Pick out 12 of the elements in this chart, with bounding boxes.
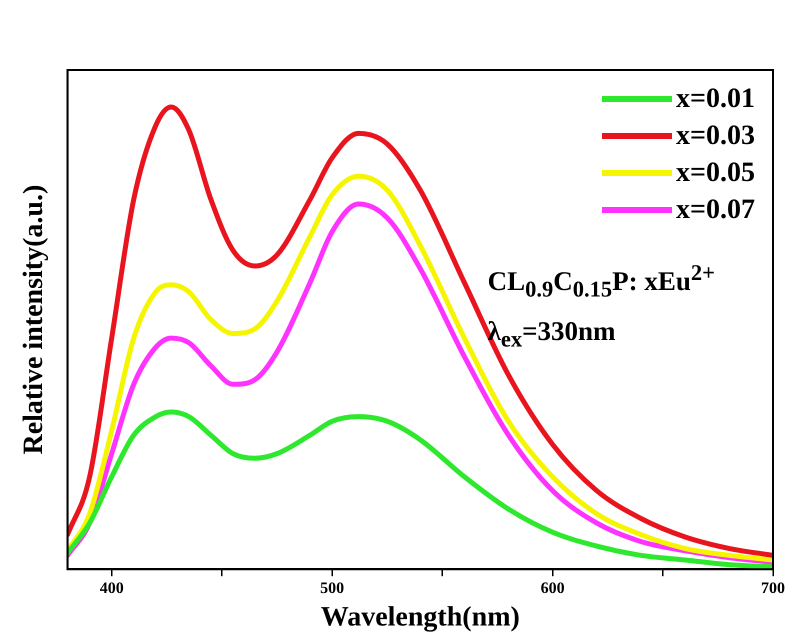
annotation: λ$_{ex}$=330nm xyxy=(488,316,617,353)
x-tick-label: 500 xyxy=(320,580,344,597)
legend-label: x=0.07 xyxy=(676,194,755,226)
annotation: CL$_{0.9}$C$_{0.15}$P: xEu$^{2+}$ xyxy=(488,260,715,302)
y-axis-title: Relative intensity(a.u.) xyxy=(18,184,50,455)
legend-label: x=0.01 xyxy=(676,82,755,114)
x-tick-label: 600 xyxy=(540,580,565,597)
legend-label: x=0.05 xyxy=(676,156,755,188)
x-axis-title: Wavelength(nm) xyxy=(320,601,520,632)
x-tick-label: 400 xyxy=(100,580,124,597)
x-tick-label: 700 xyxy=(761,580,785,597)
legend-label: x=0.03 xyxy=(676,120,755,152)
